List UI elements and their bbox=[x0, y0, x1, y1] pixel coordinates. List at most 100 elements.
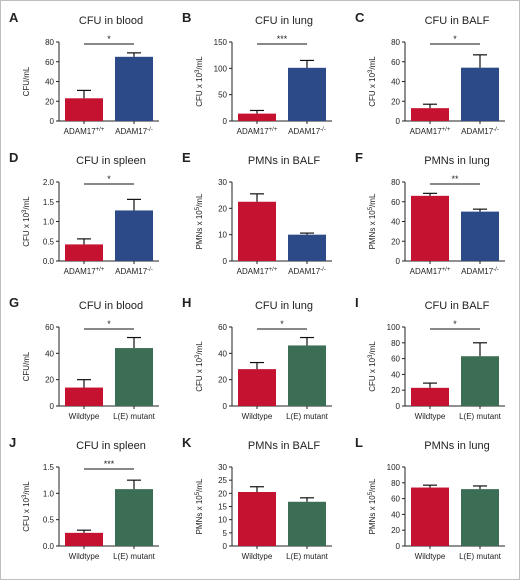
y-axis-label: CFU x 103/mL bbox=[22, 481, 31, 532]
y-axis-label-tail: /mL bbox=[22, 196, 31, 210]
significance-label: * bbox=[107, 34, 111, 44]
y-tick-label: 20 bbox=[391, 237, 400, 246]
panel-label: G bbox=[9, 295, 19, 310]
y-axis-label-tail: /mL bbox=[22, 481, 31, 495]
chart-panel-b: B CFU in lung 0 50 100 150 CFU x 103/mL ADAM17+… bbox=[182, 10, 332, 136]
y-tick-label: 20 bbox=[391, 386, 400, 395]
bar bbox=[461, 356, 499, 406]
bar bbox=[461, 489, 499, 546]
x-category-label: ADAM17-/- bbox=[461, 267, 499, 276]
y-axis-label-sup: 5 bbox=[368, 206, 374, 210]
panel-label: H bbox=[182, 295, 191, 310]
x-category-sup: +/+ bbox=[96, 267, 105, 273]
significance-label: * bbox=[107, 319, 111, 329]
y-tick-label: 60 bbox=[391, 198, 400, 207]
x-category-label: ADAM17+/+ bbox=[237, 267, 278, 276]
x-category-label: Wildtype bbox=[415, 552, 446, 561]
x-category-label: ADAM17-/- bbox=[115, 127, 153, 136]
bar bbox=[65, 387, 103, 406]
x-category-sup: +/+ bbox=[442, 127, 451, 133]
chart-title: CFU in lung bbox=[255, 300, 313, 312]
bar bbox=[65, 98, 103, 121]
x-category-label: Wildtype bbox=[415, 412, 446, 421]
y-tick-label: 80 bbox=[391, 479, 400, 488]
panel-label: E bbox=[182, 150, 191, 165]
y-tick-label: 60 bbox=[45, 323, 54, 332]
chart-title: PMNs in BALF bbox=[248, 155, 320, 167]
y-axis-label-tail: /mL bbox=[195, 341, 204, 355]
panel-label: A bbox=[9, 10, 19, 25]
x-category-label: ADAM17+/+ bbox=[237, 127, 278, 136]
y-axis-label: CFU/mL bbox=[22, 66, 31, 96]
x-category-label: L(E) mutant bbox=[113, 412, 156, 421]
y-tick-label: 20 bbox=[218, 376, 227, 385]
x-category-label: ADAM17+/+ bbox=[64, 267, 105, 276]
y-tick-label: 0 bbox=[396, 402, 401, 411]
x-category-sup: +/+ bbox=[269, 267, 278, 273]
bar bbox=[411, 487, 449, 546]
panel-label: C bbox=[355, 10, 365, 25]
y-tick-label: 100 bbox=[387, 323, 401, 332]
y-axis-label: CFU x 103/mL bbox=[368, 56, 377, 107]
y-tick-label: 20 bbox=[391, 526, 400, 535]
chart-panel-c: C CFU in BALF 0 20 40 60 80 CFU x 103/mL ADAM17+… bbox=[355, 10, 505, 136]
x-category-label: Wildtype bbox=[69, 552, 100, 561]
y-tick-label: 40 bbox=[391, 218, 400, 227]
y-tick-label: 80 bbox=[391, 339, 400, 348]
y-tick-label: 1.0 bbox=[43, 489, 55, 498]
y-axis-label-tail: /mL bbox=[368, 478, 377, 492]
x-category-sup: -/- bbox=[493, 127, 499, 133]
y-tick-label: 0 bbox=[50, 117, 55, 126]
y-axis-label: PMNs x 105/mL bbox=[368, 478, 377, 534]
y-tick-label: 0 bbox=[223, 117, 228, 126]
chart-panel-g: G CFU in blood 0 20 40 60 CFU/mL Wildtype L(E) m… bbox=[9, 295, 159, 421]
y-tick-label: 40 bbox=[45, 78, 54, 87]
y-axis-label-sup: 3 bbox=[22, 494, 28, 498]
x-category-label: ADAM17-/- bbox=[461, 127, 499, 136]
bar bbox=[115, 489, 153, 546]
y-tick-label: 1.0 bbox=[43, 218, 55, 227]
x-category-label: L(E) mutant bbox=[286, 552, 329, 561]
x-category-label: L(E) mutant bbox=[459, 552, 502, 561]
y-tick-label: 1.5 bbox=[43, 198, 55, 207]
y-axis-label-tail: /mL bbox=[368, 341, 377, 355]
y-tick-label: 40 bbox=[391, 78, 400, 87]
y-axis-label: CFU x 103/mL bbox=[195, 341, 204, 392]
x-category-label: L(E) mutant bbox=[113, 552, 156, 561]
y-tick-label: 0.5 bbox=[43, 516, 55, 525]
y-axis-label-tail: /mL bbox=[195, 56, 204, 70]
x-category-sup: +/+ bbox=[96, 127, 105, 133]
y-tick-label: 10 bbox=[218, 231, 227, 240]
y-tick-label: 10 bbox=[218, 516, 227, 525]
y-tick-label: 60 bbox=[391, 58, 400, 67]
x-category-sup: -/- bbox=[320, 267, 326, 273]
bar bbox=[115, 348, 153, 406]
y-tick-label: 60 bbox=[391, 355, 400, 364]
y-tick-label: 1.5 bbox=[43, 463, 55, 472]
x-category-sup: -/- bbox=[147, 267, 153, 273]
bar bbox=[238, 113, 276, 121]
y-tick-label: 80 bbox=[391, 38, 400, 47]
x-category-label: Wildtype bbox=[242, 552, 273, 561]
y-axis-label-sup: 3 bbox=[368, 69, 374, 73]
panel-label: F bbox=[355, 150, 363, 165]
panel-label: L bbox=[355, 435, 363, 450]
chart-panel-e: E PMNs in BALF 0 10 20 30 PMNs x 105/mL ADAM17+… bbox=[182, 150, 332, 276]
x-category-label: Wildtype bbox=[242, 412, 273, 421]
y-tick-label: 100 bbox=[214, 64, 228, 73]
y-axis-label: PMNs x 105/mL bbox=[195, 478, 204, 534]
x-category-label: ADAM17+/+ bbox=[410, 267, 451, 276]
panel-label: I bbox=[355, 295, 359, 310]
x-category-label: L(E) mutant bbox=[459, 412, 502, 421]
y-axis-label-tail: /mL bbox=[195, 478, 204, 492]
y-tick-label: 60 bbox=[218, 323, 227, 332]
chart-title: CFU in blood bbox=[79, 15, 143, 27]
y-tick-label: 20 bbox=[45, 376, 54, 385]
y-axis-label-sup: 5 bbox=[195, 491, 201, 495]
y-tick-label: 100 bbox=[387, 463, 401, 472]
y-tick-label: 0 bbox=[396, 117, 401, 126]
y-tick-label: 0 bbox=[50, 402, 55, 411]
x-category-sup: -/- bbox=[147, 127, 153, 133]
y-axis-label-sup: 3 bbox=[22, 209, 28, 213]
